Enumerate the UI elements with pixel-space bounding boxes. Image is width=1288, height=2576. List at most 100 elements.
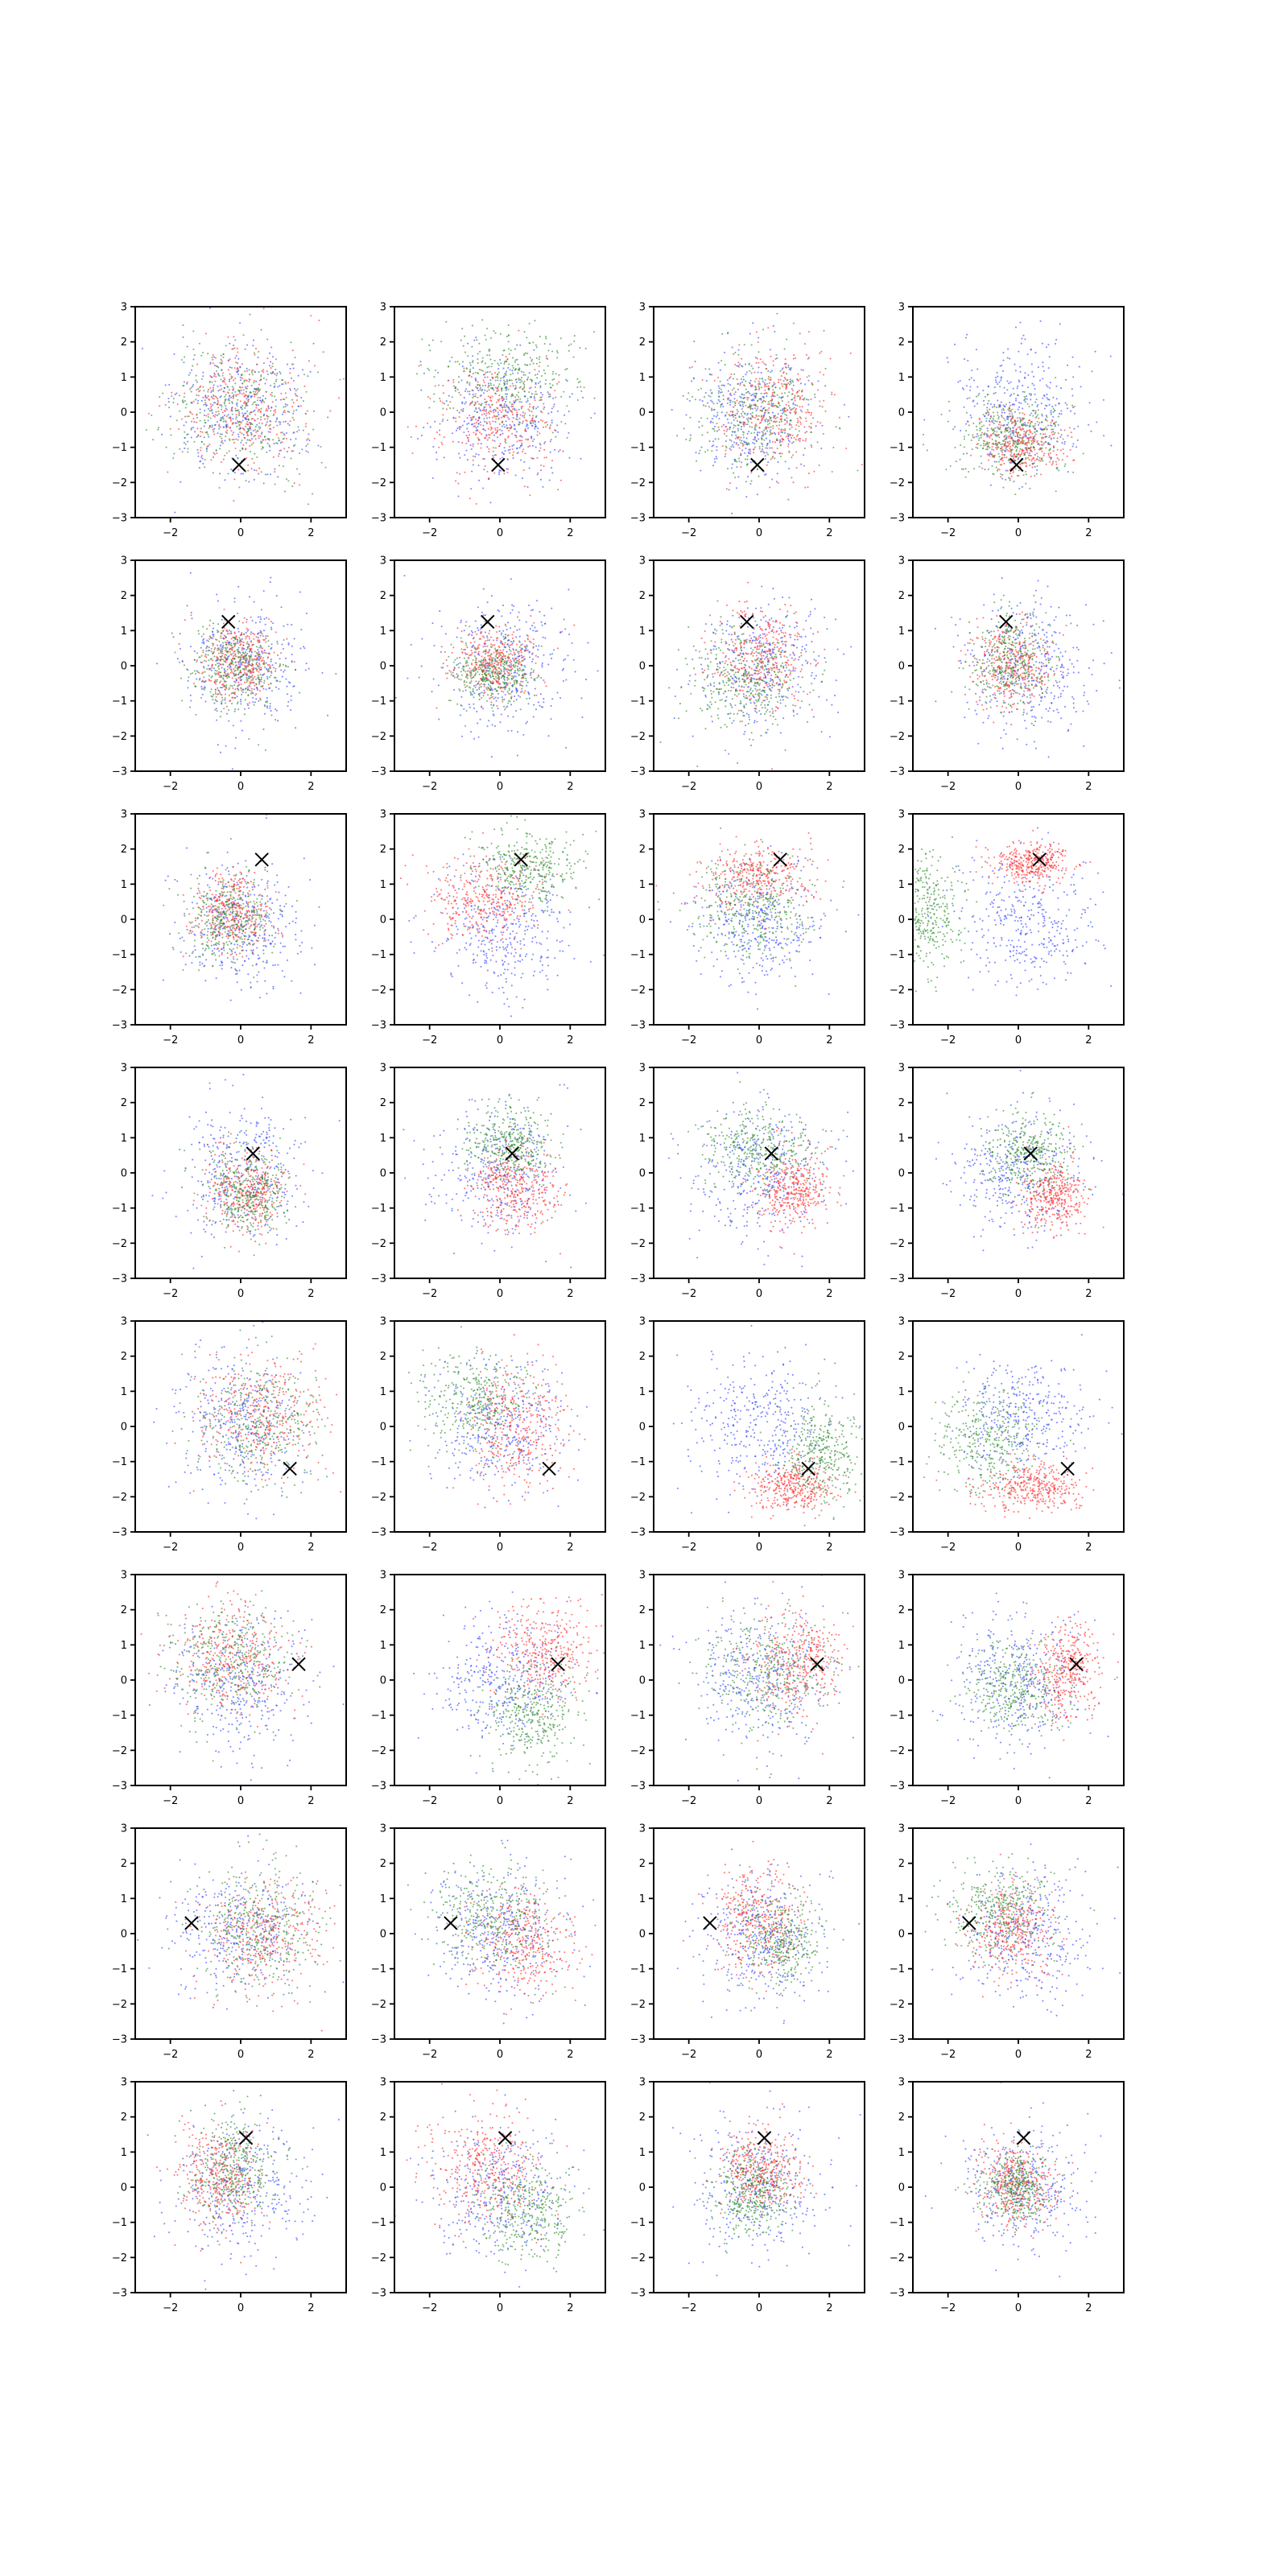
scatter-point (993, 406, 996, 408)
scatter-point (831, 470, 833, 473)
scatter-point (202, 462, 204, 464)
scatter-point (821, 406, 824, 408)
scatter-point (1055, 404, 1057, 407)
scatter-point (741, 444, 744, 447)
scatter-point (940, 413, 943, 415)
scatter-point (471, 419, 473, 421)
scatter-point (1030, 420, 1032, 423)
scatter-point (998, 456, 1001, 458)
scatter-point (262, 361, 265, 365)
scatter-point (755, 425, 758, 427)
scatter-point (1016, 453, 1018, 456)
scatter-point (1039, 460, 1042, 463)
scatter-point (508, 445, 510, 448)
scatter-point (1052, 415, 1055, 418)
scatter-point (225, 680, 227, 683)
scatter-point (242, 419, 244, 422)
scatter-point (1052, 450, 1055, 452)
scatter-point (263, 649, 266, 652)
scatter-point (527, 376, 530, 378)
scatter-point (221, 654, 224, 657)
scatter-point (193, 440, 196, 443)
scatter-point (251, 457, 254, 460)
scatter-point (467, 440, 470, 443)
scatter-point (260, 328, 262, 331)
scatter-point (242, 427, 244, 430)
scatter-point (216, 638, 218, 641)
scatter-point (737, 429, 739, 432)
scatter-point (980, 462, 983, 464)
scatter-point (152, 439, 155, 441)
scatter-point (322, 351, 324, 353)
scatter-point (806, 376, 808, 378)
scatter-point (819, 400, 821, 402)
scatter-point (1018, 406, 1021, 408)
scatter-point (1020, 440, 1022, 443)
scatter-point (228, 398, 230, 400)
scatter-point (767, 385, 770, 387)
scatter-point (261, 448, 263, 450)
scatter-point (774, 457, 776, 460)
scatter-point (547, 412, 550, 415)
scatter-point (246, 641, 249, 643)
scatter-point (251, 374, 254, 376)
scatter-point (458, 411, 460, 414)
scatter-point (519, 444, 522, 447)
scatter-point (1048, 456, 1051, 459)
scatter-point (989, 402, 992, 406)
scatter-point (246, 385, 249, 387)
scatter-point (477, 419, 479, 422)
scatter-point (200, 454, 203, 457)
scatter-point (494, 379, 497, 382)
scatter-point (492, 450, 494, 452)
scatter-point (755, 423, 758, 426)
scatter-point (287, 681, 290, 683)
scatter-point (301, 369, 304, 371)
scatter-point (779, 435, 782, 437)
scatter-point (292, 363, 295, 365)
scatter-point (1031, 462, 1034, 464)
scatter-point (258, 409, 261, 411)
scatter-point (251, 394, 254, 398)
scatter-point (261, 369, 263, 372)
y-tick-label: 3 (898, 302, 905, 314)
scatter-point (756, 493, 758, 496)
scatter-point (423, 372, 425, 374)
scatter-point (483, 410, 485, 412)
scatter-point (788, 407, 791, 409)
scatter-point (1027, 440, 1030, 443)
scatter-point (279, 431, 283, 434)
scatter-point (1102, 398, 1104, 401)
scatter-point (975, 349, 978, 351)
scatter-point (539, 380, 542, 383)
scatter-point (530, 419, 532, 422)
scatter-point (1013, 411, 1016, 413)
scatter-point (438, 446, 440, 448)
scatter-point (1000, 444, 1002, 446)
scatter-point (234, 418, 237, 420)
scatter-point (534, 393, 536, 395)
scatter-point (511, 408, 514, 411)
scatter-point (778, 431, 780, 434)
scatter-point (1061, 442, 1063, 444)
scatter-point (1001, 451, 1004, 453)
scatter-point (226, 666, 229, 668)
scatter-point (290, 457, 292, 460)
scatter-point (505, 356, 507, 358)
scatter-point (1029, 452, 1031, 455)
scatter-point (238, 412, 241, 415)
scatter-point (551, 373, 554, 375)
scatter-point (235, 403, 237, 406)
scatter-point (771, 391, 774, 394)
scatter-point (427, 422, 429, 424)
scatter-point (258, 650, 260, 653)
scatter-point (1038, 444, 1041, 446)
scatter-point (500, 362, 502, 365)
scatter-point (267, 618, 270, 621)
scatter-point (769, 349, 771, 351)
scatter-point (498, 469, 501, 472)
scatter-point (711, 374, 713, 376)
scatter-point (1012, 456, 1014, 459)
scatter-point (488, 477, 490, 480)
scatter-point (300, 396, 303, 398)
